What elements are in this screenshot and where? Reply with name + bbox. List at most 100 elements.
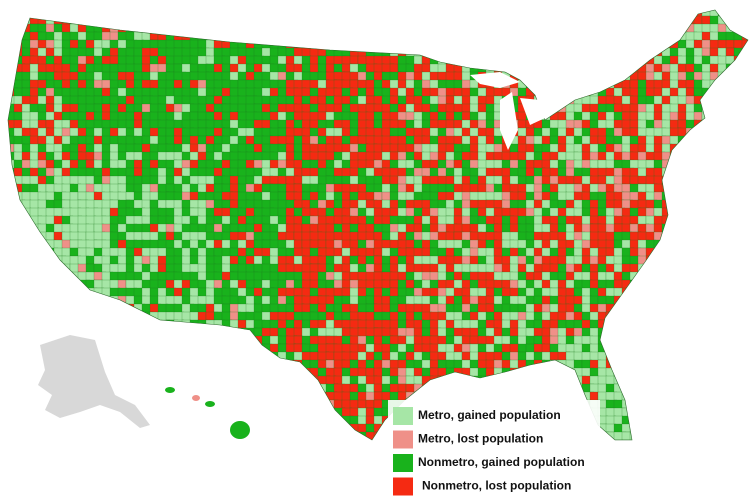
county-cell [741,407,748,418]
county-cell [149,343,161,356]
county-cell [709,295,723,308]
county-cell [333,431,347,440]
county-cell [21,231,33,244]
county-cell [693,399,705,412]
county-cell [349,431,359,440]
county-cell [253,15,267,25]
county-cell [621,399,633,409]
county-cell [725,311,735,324]
county-cell [149,327,163,339]
county-cell [709,327,722,338]
county-cell [37,391,47,402]
county-cell [29,263,41,273]
county-cell [85,415,97,427]
county-cell [13,263,25,276]
county-cell [21,423,32,434]
county-cell [741,79,748,89]
county-cell [189,375,199,387]
county-cell [677,391,689,402]
county-cell [685,287,697,297]
county-cell [349,199,360,209]
county-cell [157,399,167,411]
county-cell [733,143,744,155]
county-cell [589,31,603,43]
county-cell [677,327,690,339]
county-cell [701,303,714,314]
county-cell [85,47,95,58]
county-cell [541,31,552,41]
county-cell [725,223,737,233]
county-cell [37,39,48,49]
county-cell [717,71,727,83]
county-cell [605,15,616,26]
county-cell [541,23,553,36]
county-cell [189,167,200,178]
county-cell [565,71,578,83]
county-cell [133,327,145,339]
county-cell [629,111,639,122]
county-cell [117,367,129,378]
county-cell [189,359,199,372]
county-cell [397,383,407,394]
county-cell [573,143,583,154]
county-cell [125,351,138,363]
county-cell [733,407,746,418]
county-cell [509,199,520,209]
county-cell [349,31,361,43]
county-cell [149,135,159,145]
county-cell [101,303,113,316]
county-cell [261,391,272,403]
county-cell [117,303,131,315]
county-cell [109,335,119,345]
county-cell [685,327,696,340]
county-cell [717,15,730,26]
county-cell [149,431,162,440]
county-cell [725,215,738,226]
county-cell [709,167,720,178]
county-cell [341,10,354,19]
county-cell [701,239,713,250]
county-cell [661,303,673,314]
county-cell [365,39,378,49]
county-cell [29,10,42,18]
county-cell [733,215,747,227]
county-cell [493,10,504,19]
county-cell [29,319,40,332]
county-cell [693,167,706,180]
county-cell [45,319,57,331]
county-cell [645,343,657,356]
county-cell [173,431,186,440]
county-cell [125,383,139,393]
county-cell [629,407,640,418]
county-cell [165,15,177,25]
county-cell [525,31,537,42]
county-cell [533,239,543,250]
county-cell [669,399,682,411]
county-cell [509,39,520,52]
county-cell [189,351,200,363]
county-cell [277,431,289,440]
county-cell [29,327,41,339]
county-cell [109,10,121,20]
county-cell [717,367,729,379]
county-cell [637,271,649,282]
county-cell [237,31,249,44]
county-cell [221,367,231,377]
county-cell [29,431,42,440]
county-cell [509,383,519,395]
county-cell [629,335,641,347]
county-cell [693,287,705,297]
county-cell [341,31,353,44]
county-cell [133,359,146,371]
county-cell [565,39,577,49]
county-cell [189,343,203,354]
county-cell [677,311,687,322]
county-cell [717,151,727,163]
county-cell [525,15,536,26]
county-cell [461,135,472,146]
county-cell [157,135,167,146]
county-cell [397,10,409,19]
county-cell [725,263,739,275]
county-cell [701,183,713,195]
county-cell [181,415,193,427]
